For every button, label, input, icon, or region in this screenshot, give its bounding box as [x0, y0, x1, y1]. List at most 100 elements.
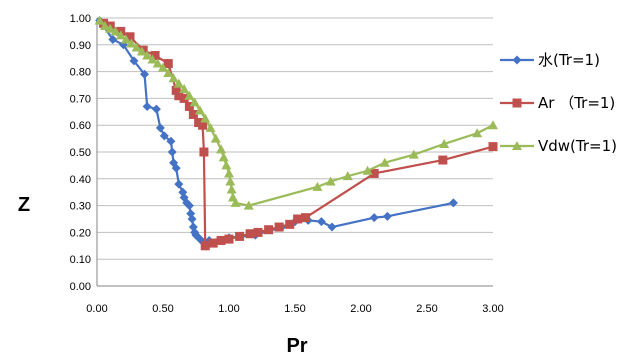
data-point — [174, 179, 184, 189]
y-tick-label: 0.70 — [70, 93, 91, 105]
data-point — [488, 120, 498, 130]
data-point — [235, 231, 245, 241]
data-point — [179, 84, 190, 94]
data-point — [155, 123, 165, 133]
data-point — [226, 184, 237, 194]
data-point — [171, 163, 181, 173]
data-point — [439, 138, 450, 148]
data-point — [208, 238, 218, 248]
data-point — [198, 120, 208, 130]
data-point — [147, 54, 158, 64]
data-point — [171, 85, 181, 95]
data-point — [301, 213, 311, 223]
data-point — [264, 225, 274, 235]
data-point — [163, 59, 173, 69]
y-tick-label: 0.40 — [70, 174, 91, 186]
legend-label: Ar （Tr=1) — [538, 94, 615, 112]
data-point — [136, 46, 147, 56]
data-point — [115, 30, 126, 40]
data-point — [472, 128, 483, 138]
y-tick-label: 0.60 — [70, 120, 91, 132]
data-point — [108, 34, 118, 44]
data-point — [167, 147, 177, 157]
data-point — [225, 176, 236, 186]
data-point — [94, 15, 105, 25]
data-point — [488, 142, 498, 152]
x-tick-label: 0.50 — [152, 303, 173, 315]
data-point — [369, 213, 379, 223]
data-point — [179, 93, 189, 103]
data-point — [151, 104, 161, 114]
y-tick-label: 0.20 — [70, 227, 91, 239]
data-point — [382, 211, 392, 221]
data-point — [173, 78, 184, 88]
x-tick-label: 2.00 — [350, 303, 371, 315]
x-tick-label: 0.00 — [86, 303, 107, 315]
series-diamond — [95, 16, 458, 247]
series-square — [99, 18, 498, 251]
x-tick-label: 1.50 — [284, 303, 305, 315]
data-point — [189, 97, 200, 107]
data-point — [140, 69, 150, 79]
x-tick-label: 1.00 — [218, 303, 239, 315]
data-point — [152, 58, 163, 68]
data-point — [205, 122, 216, 132]
data-point — [121, 34, 132, 44]
data-point — [125, 32, 135, 42]
y-tick-label: 0.80 — [70, 67, 91, 79]
legend: 水(Tr=1) Ar （Tr=1) Vdw(Tr=1) — [500, 51, 617, 155]
data-point — [216, 235, 226, 245]
data-point — [159, 131, 169, 141]
data-point — [369, 168, 379, 178]
data-point — [379, 157, 390, 167]
data-point — [131, 42, 142, 52]
data-point — [163, 67, 174, 77]
data-point — [316, 217, 326, 227]
data-point — [184, 201, 194, 211]
legend-label: 水(Tr=1) — [538, 51, 600, 69]
data-point — [221, 160, 232, 170]
x-tick-label: 2.50 — [416, 303, 437, 315]
data-point — [312, 181, 323, 191]
legend-swatch-marker — [512, 141, 522, 150]
legend-entry: Vdw(Tr=1) — [500, 137, 617, 155]
data-point — [218, 152, 229, 162]
y-tick-label: 1.00 — [70, 13, 91, 25]
data-point — [285, 219, 295, 229]
data-point — [105, 23, 116, 33]
x-axis-title: Pr — [286, 335, 307, 354]
data-point — [327, 222, 337, 232]
legend-entry: 水(Tr=1) — [500, 51, 600, 69]
data-point — [126, 38, 137, 48]
data-point — [230, 197, 241, 207]
data-point — [194, 105, 205, 115]
legend-entry: Ar （Tr=1) — [500, 94, 615, 112]
series-line — [98, 19, 494, 207]
data-point — [142, 50, 153, 60]
data-point — [448, 198, 458, 208]
gridlines — [97, 17, 493, 287]
data-point — [187, 214, 197, 224]
data-point — [188, 109, 198, 119]
data-point — [408, 149, 419, 159]
data-point — [150, 51, 160, 61]
y-tick-label: 0.50 — [70, 147, 91, 159]
data-point — [184, 101, 194, 111]
series-triangle — [94, 15, 498, 210]
y-axis-title: Z — [18, 194, 30, 216]
y-tick-label: 0.30 — [70, 201, 91, 213]
data-point — [245, 229, 255, 239]
data-point — [110, 26, 121, 36]
data-point — [243, 200, 254, 210]
x-tick-labels: 0.00 0.50 1.00 1.50 2.00 2.50 3.00 — [86, 303, 503, 315]
x-tick-label: 3.00 — [482, 303, 503, 315]
data-point — [210, 133, 221, 143]
data-point — [274, 222, 284, 232]
legend-swatch-marker — [512, 55, 522, 65]
data-point — [200, 241, 210, 251]
legend-label: Vdw(Tr=1) — [538, 137, 617, 155]
data-point — [438, 155, 448, 165]
data-point — [216, 144, 227, 154]
y-tick-label: 0.90 — [70, 40, 91, 52]
